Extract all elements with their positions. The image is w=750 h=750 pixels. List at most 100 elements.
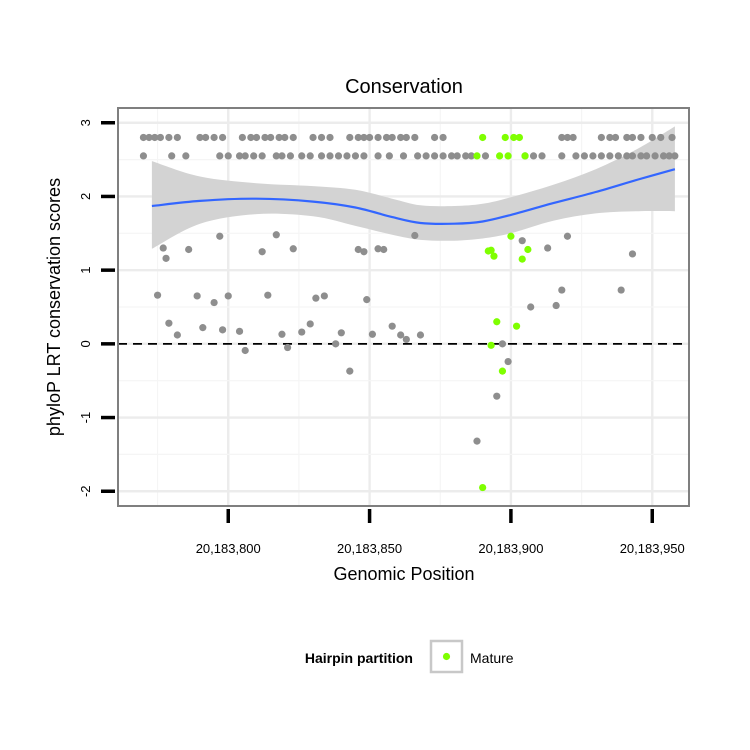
data-point-other	[504, 357, 512, 366]
data-point-other	[360, 152, 368, 160]
data-point-other	[185, 245, 193, 254]
data-point-other	[527, 303, 535, 311]
data-point-other	[558, 133, 566, 142]
data-point-other	[326, 152, 334, 160]
data-point-mature	[510, 133, 518, 142]
data-point-other	[628, 250, 637, 258]
data-point-other	[580, 152, 589, 160]
data-point-other	[224, 152, 232, 160]
data-point-other	[346, 133, 354, 142]
data-point-other	[397, 331, 405, 339]
data-point-other	[623, 152, 631, 160]
data-point-other	[558, 286, 566, 294]
chart-title: Conservation	[345, 76, 463, 98]
data-point-other	[258, 248, 266, 256]
data-point-other	[614, 152, 622, 160]
data-point-other	[411, 231, 419, 240]
data-point-other	[628, 152, 637, 160]
data-point-other	[385, 152, 393, 160]
data-point-other	[241, 346, 249, 355]
data-point-other	[388, 133, 396, 142]
data-point-other	[218, 133, 227, 142]
data-point-mature	[507, 232, 515, 240]
y-tick-label: 3	[78, 119, 93, 126]
data-point-other	[298, 152, 306, 160]
x-tick-label: 20,183,950	[620, 541, 685, 556]
data-point-other	[606, 152, 614, 160]
data-point-other	[241, 152, 249, 160]
data-point-other	[162, 254, 170, 262]
data-point-other	[473, 437, 481, 445]
x-axis-label: Genomic Position	[333, 564, 474, 584]
data-point-other	[153, 291, 162, 299]
data-point-other	[518, 237, 526, 245]
data-point-other	[648, 133, 656, 142]
data-point-other	[272, 152, 280, 160]
data-point-other	[617, 286, 625, 294]
data-point-other	[286, 152, 295, 160]
data-point-other	[278, 330, 286, 338]
data-point-other	[628, 133, 637, 142]
data-point-other	[145, 133, 153, 142]
data-point-other	[659, 152, 668, 160]
data-point-other	[210, 133, 218, 142]
data-point-other	[563, 232, 572, 240]
data-point-other	[552, 301, 560, 310]
data-point-other	[258, 152, 266, 160]
data-point-mature	[524, 245, 532, 254]
legend: Hairpin partition Mature	[305, 639, 514, 674]
data-point-other	[422, 152, 430, 160]
data-point-other	[159, 244, 167, 252]
data-point-mature	[496, 152, 504, 160]
data-point-other	[334, 152, 343, 160]
data-point-other	[374, 245, 382, 253]
data-point-other	[430, 133, 439, 142]
data-point-other	[668, 133, 676, 142]
data-point-mature	[498, 367, 507, 375]
confidence-band	[151, 126, 675, 249]
y-tick-label: 0	[78, 340, 93, 347]
data-point-mature	[512, 322, 521, 330]
data-point-other	[165, 319, 173, 327]
data-point-other	[365, 133, 374, 142]
data-point-other	[637, 152, 645, 160]
data-point-other	[623, 133, 631, 142]
data-point-other	[337, 329, 345, 337]
data-point-other	[493, 392, 501, 400]
data-point-other	[165, 133, 173, 142]
data-point-other	[182, 152, 190, 160]
data-point-mature	[487, 341, 495, 349]
data-point-other	[275, 133, 283, 142]
data-point-other	[281, 133, 289, 142]
data-point-other	[156, 133, 165, 142]
data-point-other	[343, 152, 351, 160]
data-point-other	[529, 152, 538, 160]
data-point-other	[462, 152, 470, 160]
data-point-other	[657, 133, 665, 142]
x-axis: 20,183,800 20,183,850 20,183,900 20,183,950	[196, 509, 685, 556]
data-point-other	[139, 152, 148, 160]
data-point-other	[498, 340, 507, 348]
data-point-other	[235, 327, 244, 335]
x-tick-label: 20,183,900	[478, 541, 543, 556]
x-tick-label: 20,183,800	[196, 541, 261, 556]
data-point-mature	[490, 252, 498, 260]
data-point-other	[589, 152, 597, 160]
data-point-other	[360, 133, 368, 142]
data-point-other	[224, 292, 232, 300]
data-point-other	[651, 152, 659, 160]
data-point-other	[218, 326, 227, 334]
data-point-other	[247, 133, 255, 142]
data-point-other	[199, 324, 207, 332]
data-point-other	[235, 152, 244, 160]
y-tick-label: 1	[78, 267, 93, 274]
y-tick-label: -2	[78, 485, 93, 497]
y-axis-label: phyloP LRT conservation scores	[44, 178, 64, 436]
data-point-mature	[518, 255, 526, 263]
data-point-other	[216, 232, 224, 240]
data-point-other	[196, 133, 204, 142]
legend-label-mature: Mature	[470, 650, 514, 666]
data-point-mature	[473, 152, 481, 160]
data-point-other	[173, 133, 181, 142]
